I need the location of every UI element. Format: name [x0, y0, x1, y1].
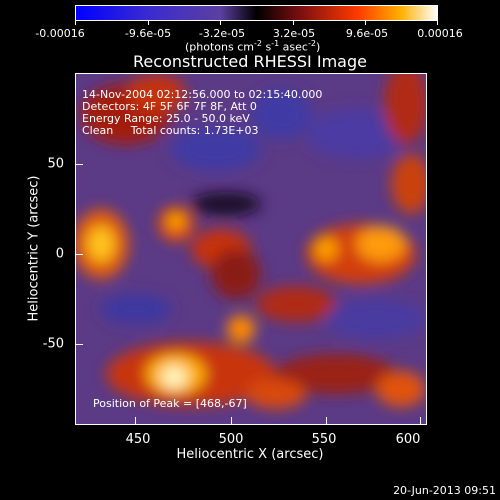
colorbar-label: -9.6e-05: [124, 27, 172, 40]
colorbar-label: 3.2e-05: [272, 27, 316, 40]
colorbar-tick: [293, 21, 294, 25]
colorbar-tick: [148, 21, 149, 25]
x-tick-label: 500: [218, 432, 244, 447]
method-counts-text: Clean Total counts: 1.73E+03: [82, 124, 259, 137]
y-tick-label: -50: [42, 336, 64, 352]
y-tick: [75, 344, 83, 345]
detectors-text: Detectors: 4F 5F 6F 7F 8F, Att 0: [82, 100, 257, 113]
colorbar-tick: [365, 21, 366, 25]
x-axis-label: Heliocentric X (arcsec): [176, 447, 324, 462]
colorbar-units: (photons cm-2 s-1 asec-2): [185, 39, 321, 54]
x-tick-label: 450: [125, 432, 151, 447]
peak-position-text: Position of Peak = [468,-67]: [93, 397, 247, 410]
y-tick-label: 0: [55, 246, 64, 262]
y-axis-label: Heliocentric Y (arcsec): [26, 175, 42, 322]
colorbar-tick: [220, 21, 221, 25]
colorbar-tick: [437, 21, 438, 25]
colorbar-label: -0.00016: [35, 27, 85, 40]
x-tick: [135, 417, 136, 425]
x-tick-label: 600: [395, 432, 421, 447]
x-tick: [231, 417, 232, 425]
x-tick-label: 550: [311, 432, 337, 447]
datestamp: 20-Jun-2013 09:51: [393, 484, 496, 497]
rhessi-image: [75, 73, 427, 425]
y-tick: [75, 164, 83, 165]
colorbar: [75, 5, 438, 21]
energy-range-text: Energy Range: 25.0 - 50.0 keV: [82, 112, 250, 125]
time-range-text: 14-Nov-2004 02:12:56.000 to 02:15:40.000: [82, 88, 323, 101]
y-tick: [75, 254, 83, 255]
colorbar-label: 9.6e-05: [345, 27, 389, 40]
colorbar-label: -3.2e-05: [198, 27, 246, 40]
y-tick-label: 50: [47, 156, 64, 172]
x-tick: [326, 417, 327, 425]
colorbar-tick: [75, 21, 76, 25]
x-tick: [420, 417, 421, 425]
plot-title: Reconstructed RHESSI Image: [133, 52, 367, 71]
colorbar-label: 0.00016: [417, 27, 463, 40]
